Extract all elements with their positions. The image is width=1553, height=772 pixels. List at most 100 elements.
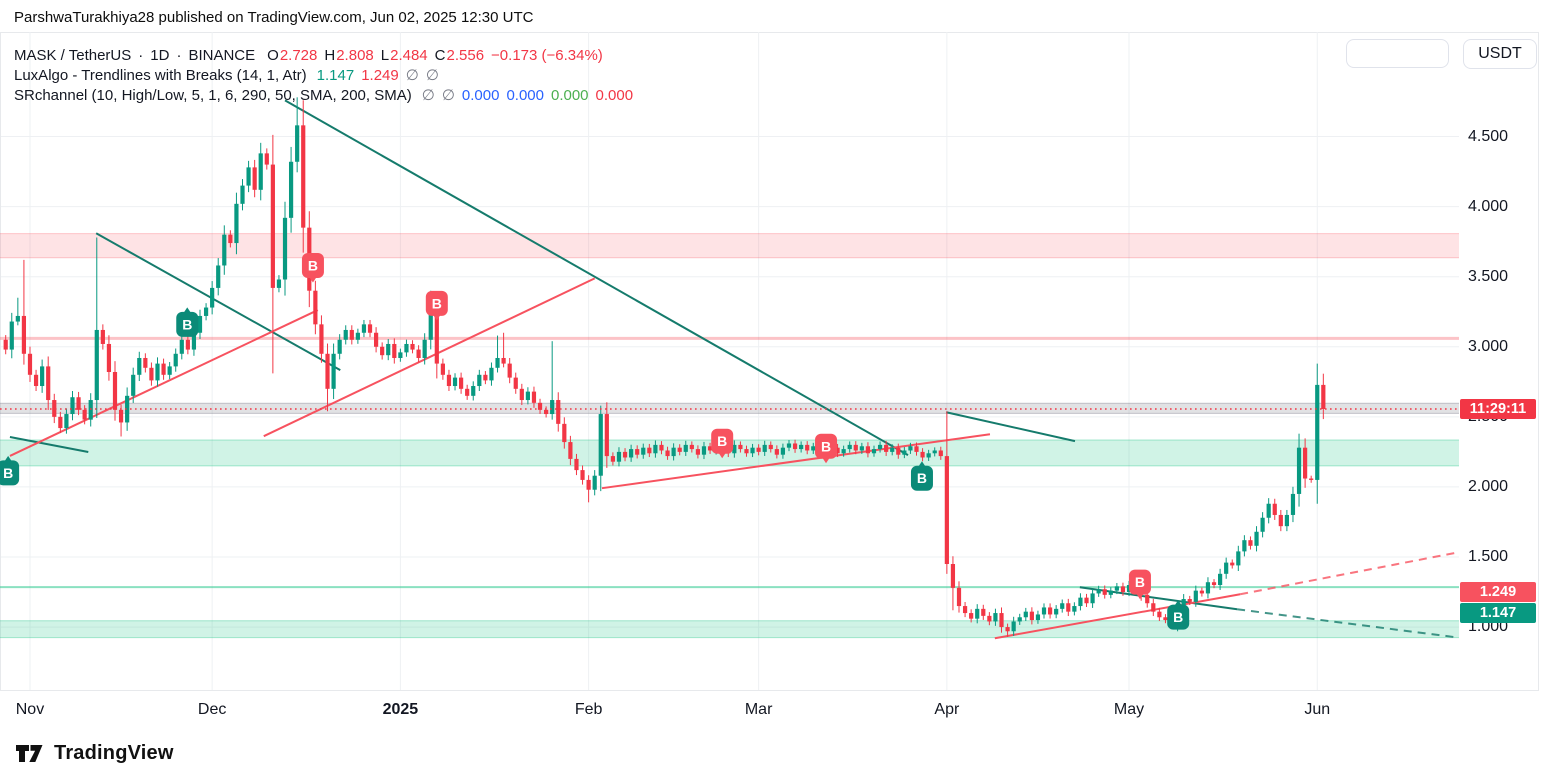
luxalgo-legend-row[interactable]: LuxAlgo - Trendlines with Breaks (14, 1,… [14, 65, 633, 85]
candle-body [841, 449, 846, 454]
currency-toggle-button[interactable]: USDT [1463, 39, 1537, 69]
time-axis[interactable]: Nov Dec 2025 Feb Mar Apr May Jun [0, 690, 1539, 727]
bullish-break-marker: B [0, 455, 20, 486]
candle-body [1066, 603, 1071, 612]
candle-body [544, 409, 549, 415]
candle-body [1254, 531, 1259, 546]
candle-body [920, 451, 925, 458]
candle-body [410, 343, 415, 350]
candle-body [689, 444, 694, 450]
upper-trendline-price-badge: 1.249 [1460, 582, 1536, 603]
price-axis[interactable]: 4.5004.0003.5003.0002.5002.0001.5001.000… [1459, 32, 1539, 690]
time-axis-label: 2025 [382, 701, 419, 718]
candle-body [695, 449, 701, 455]
candle-body [1084, 597, 1089, 604]
candle-body [1096, 589, 1101, 594]
time-axis-label: Apr [934, 701, 960, 718]
candle-body [1157, 611, 1162, 618]
candle-body [786, 443, 792, 448]
candle-body [222, 234, 227, 266]
candle-body [1060, 603, 1065, 609]
candle-body [1047, 607, 1053, 615]
candle-body [884, 444, 889, 452]
srchannel-value: 0.000 [461, 86, 500, 104]
candle-body [203, 307, 209, 316]
bearish-trendline [95, 232, 341, 372]
bearish-break-marker: B [815, 433, 838, 464]
candle-body [1151, 603, 1156, 612]
candle-body [1211, 582, 1217, 586]
srchannel-legend-row[interactable]: SRchannel (10, High/Low, 5, 1, 6, 290, 5… [14, 85, 633, 105]
candle-body [1187, 599, 1192, 602]
candle-body [556, 400, 561, 424]
bullish-break-marker: B [176, 307, 199, 337]
candle-body [1005, 627, 1010, 632]
indicator-name: SRchannel (10, High/Low, 5, 1, 6, 290, 5… [14, 86, 412, 104]
candle-body [1193, 590, 1198, 602]
srchannel-value: 0.000 [550, 86, 589, 104]
time-axis-label: Mar [744, 701, 773, 718]
price-axis-label: 4.500 [1468, 127, 1509, 145]
candle-body [1224, 562, 1229, 574]
candle-body [495, 357, 500, 368]
tradingview-logo-icon [16, 745, 43, 762]
candle-body [246, 167, 251, 186]
candle-body [1315, 384, 1320, 480]
candle-body [440, 363, 445, 375]
candle-body [562, 423, 567, 443]
candle-body [295, 125, 300, 162]
tradingview-attribution[interactable]: TradingView [14, 740, 174, 767]
candle-body [118, 409, 124, 423]
close-label: C [434, 46, 446, 64]
candle-body [173, 353, 178, 367]
candle-body [865, 446, 871, 454]
candle-body [610, 456, 615, 462]
candle-body [993, 613, 998, 622]
empty-value: ∅ [425, 67, 439, 84]
candle-body [950, 564, 956, 588]
candle-body [1278, 514, 1283, 527]
candle-body [1236, 551, 1241, 566]
candle-body [859, 446, 864, 451]
candle-body [161, 363, 166, 375]
candle-body [1108, 590, 1113, 595]
candle-body [446, 374, 452, 387]
candle-body [398, 352, 403, 358]
supply-zone [0, 233, 1459, 258]
bearish-trendline [1236, 608, 1456, 639]
candle-body [1248, 540, 1253, 546]
candle-body [301, 125, 306, 228]
bullish-trendline [263, 277, 596, 438]
candle-body [1145, 594, 1150, 604]
candle-body [1266, 503, 1271, 518]
candle-body [908, 446, 913, 451]
svg-text:B: B [1135, 574, 1145, 590]
change-value: −0.173 (−6.34%) [491, 46, 603, 64]
candle-body [288, 161, 294, 218]
candle-body [1029, 611, 1034, 621]
svg-text:B: B [1173, 609, 1183, 625]
separator: · [176, 46, 182, 64]
candle-body [568, 442, 573, 459]
svg-text:B: B [3, 465, 13, 481]
candle-body [9, 321, 14, 350]
candle-body [732, 444, 737, 454]
bullish-trendline [601, 433, 991, 490]
candle-body [106, 343, 112, 373]
candle-body [871, 449, 877, 454]
candle-body [1321, 384, 1326, 410]
bullish-trendline [1239, 551, 1459, 596]
candle-body [914, 446, 919, 452]
candle-body [756, 447, 761, 452]
candle-body [380, 346, 385, 356]
candle-body [932, 450, 937, 454]
candle-body [902, 450, 907, 455]
countdown-badge: 11:29:11 [1460, 399, 1536, 419]
candle-body [1242, 540, 1247, 552]
candle-body [1120, 586, 1126, 593]
scale-toggle-button[interactable] [1346, 39, 1449, 68]
exchange-name: BINANCE [188, 46, 256, 64]
candle-body [1303, 447, 1308, 479]
